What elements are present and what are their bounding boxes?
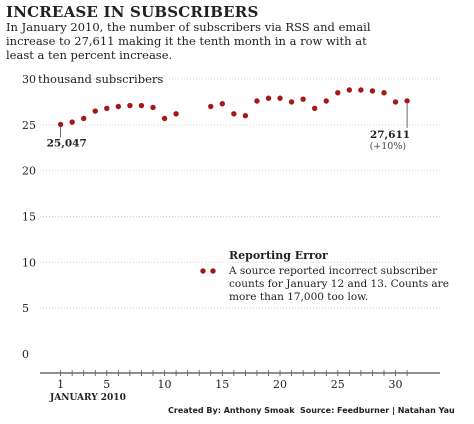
- y-axis-title: thousand subscribers: [38, 72, 163, 86]
- data-point: [69, 119, 75, 125]
- y-tick-labels: 0 5 10 15 20 25 30: [22, 73, 36, 361]
- error-title: Reporting Error: [229, 249, 328, 262]
- data-point: [358, 87, 364, 93]
- x-tick-label: 5: [103, 378, 110, 391]
- source-credit: Source: Feedburner | Natahan Yau: [300, 406, 455, 415]
- data-point: [381, 90, 387, 96]
- chart-title: INCREASE IN SUBSCRIBERS: [6, 3, 259, 21]
- data-point: [150, 104, 156, 111]
- error-marker-dot: [200, 268, 206, 274]
- y-tick-label: 0: [22, 348, 29, 361]
- y-tick-label: 30: [22, 73, 36, 86]
- data-point: [138, 102, 145, 109]
- x-axis-title: JANUARY 2010: [49, 393, 126, 403]
- data-point: [277, 95, 283, 101]
- x-tick-label: 25: [331, 378, 345, 391]
- reporting-error-annotation: Reporting Error A source reported incorre…: [200, 249, 449, 303]
- data-point: [104, 105, 110, 112]
- data-point: [323, 98, 329, 104]
- error-marker-dot: [210, 268, 216, 274]
- data-point: [161, 115, 168, 122]
- x-tick-label: 15: [215, 378, 229, 391]
- data-point: [92, 108, 98, 114]
- x-tick-label: 30: [389, 378, 403, 391]
- data-point: [57, 121, 64, 128]
- data-point: [265, 95, 272, 101]
- y-tick-label: 25: [22, 119, 36, 132]
- data-point: [392, 99, 399, 105]
- value-callouts: 25,047 27,611(+10%): [47, 103, 410, 152]
- y-tick-label: 20: [22, 165, 36, 178]
- x-tick-label: 1: [57, 378, 64, 391]
- last-value-label: 27,611: [370, 129, 410, 141]
- created-by: Created By: Anthony Smoak: [168, 406, 295, 415]
- error-text-line: counts for January 12 and 13. Counts are: [229, 278, 449, 290]
- data-point: [208, 103, 214, 110]
- y-tick-label: 15: [22, 211, 36, 224]
- data-point: [369, 88, 376, 94]
- data-point: [404, 98, 410, 104]
- data-points: [57, 87, 410, 128]
- data-point: [231, 111, 237, 117]
- data-point: [242, 112, 249, 119]
- data-point: [115, 103, 122, 110]
- data-point: [81, 115, 87, 122]
- x-tick-label: 20: [273, 378, 287, 391]
- data-point: [288, 99, 295, 105]
- data-point: [312, 105, 318, 112]
- first-value-label: 25,047: [47, 137, 87, 149]
- data-point: [127, 102, 133, 109]
- data-point: [219, 101, 225, 107]
- last-change-label: (+10%): [370, 141, 407, 152]
- y-tick-label: 10: [22, 256, 36, 269]
- chart-subtitle: In January 2010, the number of subscribe…: [6, 20, 371, 62]
- error-text-line: more than 17,000 too low.: [229, 291, 368, 303]
- y-tick-label: 5: [22, 302, 29, 315]
- x-tick-label: 10: [158, 378, 172, 391]
- data-point: [300, 96, 306, 102]
- data-point: [346, 87, 353, 93]
- data-point: [254, 98, 260, 104]
- gridlines: [40, 78, 440, 309]
- credits: Created By: Anthony Smoak Source: Feedbur…: [168, 406, 455, 415]
- data-point: [173, 111, 179, 117]
- data-point: [335, 90, 341, 96]
- error-text-line: A source reported incorrect subscriber: [228, 265, 438, 277]
